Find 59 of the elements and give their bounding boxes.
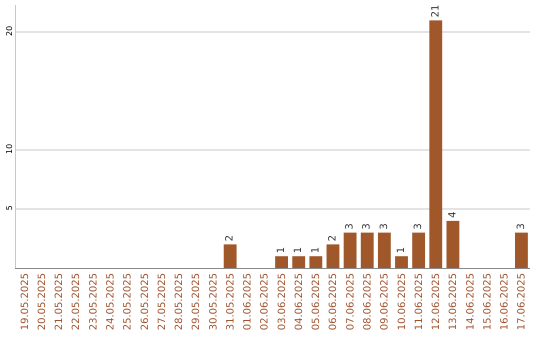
bar (360, 232, 374, 268)
bar (515, 232, 528, 268)
bar (275, 256, 288, 268)
data-label: 3 (344, 223, 356, 230)
bar (344, 232, 357, 268)
data-label: 3 (516, 223, 527, 230)
x-tick-label: 12.06.2025 (431, 273, 442, 330)
x-tick-label: 22.05.2025 (71, 273, 82, 330)
data-label: 2 (327, 235, 338, 242)
bar (446, 220, 460, 268)
x-tick-label: 26.05.2025 (140, 273, 151, 330)
data-label: 21 (430, 4, 442, 18)
bar (326, 244, 340, 268)
x-tick-label: 19.05.2025 (20, 273, 31, 330)
x-tick-label: 09.06.2025 (380, 273, 391, 330)
x-tick-label: 11.06.2025 (414, 273, 425, 330)
x-tick-label: 21.05.2025 (54, 273, 66, 330)
x-tick-label: 07.06.2025 (345, 273, 356, 330)
data-label: 3 (362, 223, 373, 230)
bar (429, 20, 442, 268)
data-label: 3 (378, 223, 390, 230)
data-label: 1 (396, 246, 408, 254)
x-tick-label: 30.05.2025 (208, 273, 220, 330)
x-tick-label: 20.05.2025 (36, 273, 48, 330)
x-tick-label: 03.06.2025 (276, 273, 288, 330)
bar (292, 256, 306, 268)
x-tick-label: 14.06.2025 (465, 273, 476, 330)
data-label: 1 (293, 246, 304, 254)
x-tick-label: 17.06.2025 (516, 273, 528, 330)
bar (309, 256, 322, 268)
data-label: 3 (413, 223, 424, 230)
x-tick-label: 31.05.2025 (225, 273, 236, 330)
data-label: 4 (447, 211, 458, 218)
data-label: 1 (310, 246, 322, 254)
x-tick-label: 28.05.2025 (174, 273, 186, 330)
x-tick-label: 27.05.2025 (156, 273, 168, 330)
data-label: 1 (276, 246, 288, 254)
bar (378, 232, 391, 268)
x-tick-label: 24.05.2025 (105, 273, 116, 330)
data-label: 2 (224, 235, 236, 242)
x-tick-label: 06.06.2025 (328, 273, 340, 330)
bar (224, 244, 237, 268)
x-tick-label: 08.06.2025 (362, 273, 374, 330)
x-tick-label: 16.06.2025 (500, 273, 511, 330)
y-tick-label: 20 (4, 26, 14, 36)
x-tick-label: 29.05.2025 (191, 273, 202, 330)
x-tick-label: 05.06.2025 (311, 273, 322, 330)
bar (395, 256, 408, 268)
y-tick-label: 5 (4, 205, 14, 210)
x-tick-label: 01.06.2025 (242, 273, 254, 330)
x-tick-label: 04.06.2025 (294, 273, 305, 330)
y-tick-label: 10 (4, 144, 14, 154)
x-tick-label: 10.06.2025 (396, 273, 408, 330)
x-tick-label: 15.06.2025 (482, 273, 494, 330)
x-tick-label: 25.05.2025 (122, 273, 134, 330)
x-tick-label: 02.06.2025 (260, 273, 271, 330)
bar (412, 232, 426, 268)
x-tick-label: 23.05.2025 (88, 273, 100, 330)
x-tick-label: 13.06.2025 (448, 273, 460, 330)
